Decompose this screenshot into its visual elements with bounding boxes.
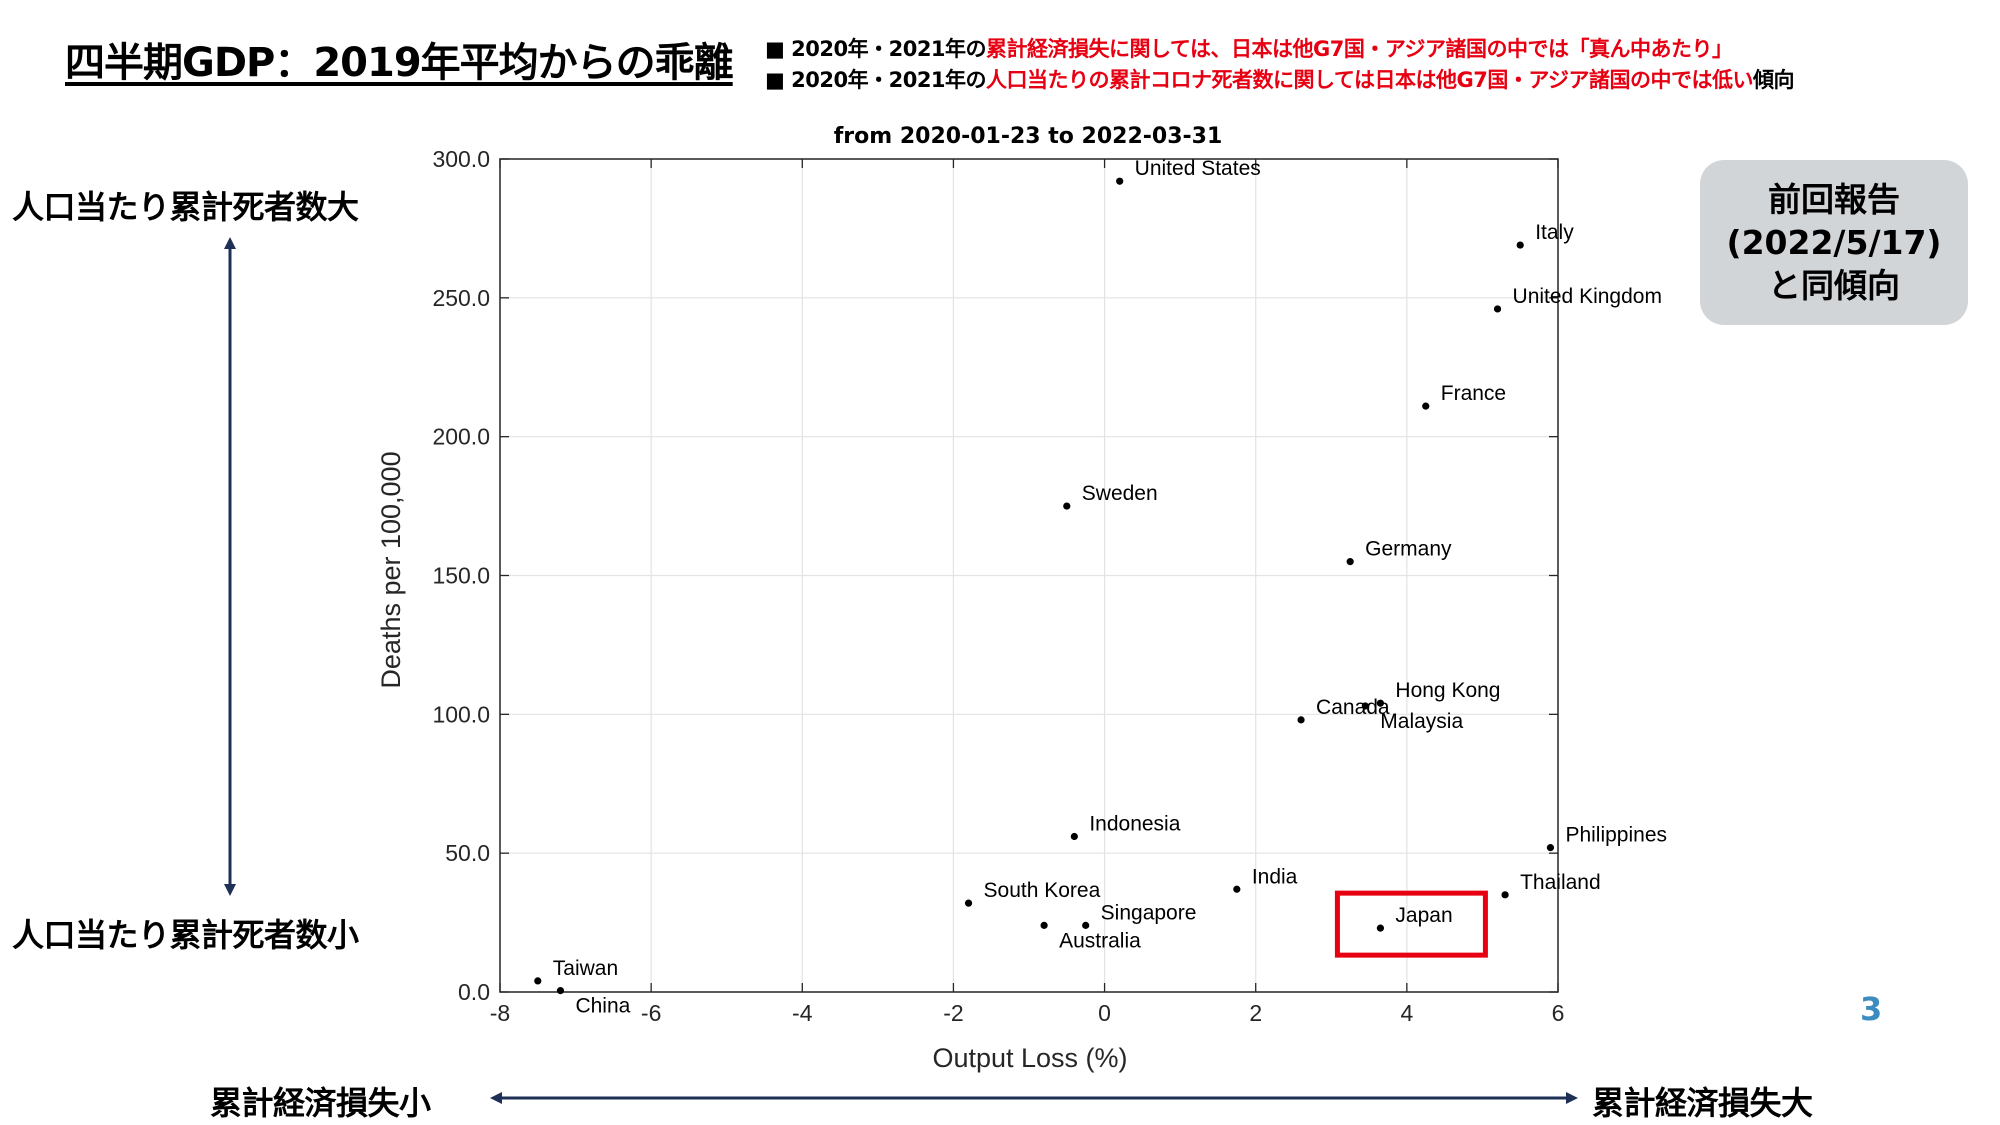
y-tick-label: 0.0 — [458, 979, 490, 1005]
plot-area: -8 -6 -4 -2 0 2 4 6 0.0 50.0 100.0 150.0 200.0 250.0 3… — [432, 146, 1667, 1026]
point-india — [1233, 885, 1241, 893]
point-label-south-korea: South Korea — [984, 879, 1101, 902]
bullet-list: ■ 2020年・2021年の累計経済損失に関しては、日本は他G7国・アジア諸国の… — [765, 34, 1795, 96]
point-label-malaysia: Malaysia — [1380, 710, 1463, 733]
y-tick-label: 250.0 — [432, 285, 490, 311]
point-taiwan — [534, 977, 542, 985]
bullet-suffix: 傾向 — [1753, 68, 1795, 92]
bullet-item-1: ■ 2020年・2021年の累計経済損失に関しては、日本は他G7国・アジア諸国の… — [765, 34, 1794, 65]
point-label-japan: Japan — [1395, 904, 1452, 927]
point-germany — [1346, 558, 1354, 566]
point-label-taiwan: Taiwan — [553, 957, 618, 980]
previous-report-box: 前回報告 (2022/5/17) と同傾向 — [1700, 160, 1968, 325]
point-japan — [1376, 924, 1385, 932]
x-tick-label: 2 — [1249, 1000, 1262, 1026]
x-tick-label: 6 — [1552, 1000, 1565, 1026]
point-united-kingdom — [1493, 305, 1502, 313]
x-tick-label: -2 — [943, 1000, 963, 1026]
y-side-label-top: 人口当たり累計死者数大 — [12, 188, 359, 226]
x-axis-label: Output Loss (%) — [932, 1043, 1127, 1073]
point-label-indonesia: Indonesia — [1089, 813, 1180, 836]
point-malaysia — [1361, 702, 1369, 710]
report-line-2: (2022/5/17) — [1726, 223, 1942, 262]
y-axis-label: Deaths per 100,000 — [376, 451, 406, 688]
point-label-philippines: Philippines — [1565, 824, 1667, 847]
bullet-item-2: ■ 2020年・2021年の人口当たりの累計コロナ死者数に関しては日本は他G7国… — [765, 65, 1795, 96]
chart-title: from 2020-01-23 to 2022-03-31 — [833, 124, 1223, 149]
x-side-label-right: 累計経済損失大 — [1592, 1084, 1813, 1122]
bullet-highlight: 人口当たりの累計コロナ死者数に関しては日本は他G7国・アジア諸国の中では低い — [986, 68, 1754, 92]
x-tick-label: 4 — [1400, 1000, 1413, 1026]
point-italy — [1516, 241, 1524, 249]
highlight-box-japan — [1334, 890, 1488, 958]
point-label-united-kingdom: United Kingdom — [1513, 285, 1662, 308]
point-label-hong-kong: Hong Kong — [1395, 679, 1500, 702]
point-australia — [1040, 921, 1048, 929]
point-france — [1422, 402, 1430, 410]
point-sweden — [1063, 502, 1071, 510]
x-tick-label: 0 — [1098, 1000, 1111, 1026]
y-tick-label: 50.0 — [445, 840, 490, 866]
x-tick-label: -4 — [792, 1000, 813, 1026]
point-united-states — [1116, 177, 1124, 185]
point-label-canada: Canada — [1316, 696, 1390, 719]
point-label-sweden: Sweden — [1082, 482, 1158, 505]
point-singapore — [1082, 921, 1090, 929]
point-hong-kong — [1376, 699, 1385, 707]
report-line-3: と同傾向 — [1768, 266, 1900, 305]
page-number: 3 — [1860, 990, 1883, 1028]
point-indonesia — [1070, 832, 1078, 841]
point-label-thailand: Thailand — [1520, 871, 1601, 894]
slide-title: 四半期GDP：2019年平均からの乖離 — [65, 40, 734, 86]
point-label-australia: Australia — [1059, 929, 1141, 952]
bullet-prefix: ■ 2020年・2021年の — [765, 68, 987, 92]
y-side-label-bottom: 人口当たり累計死者数小 — [12, 916, 359, 954]
point-label-india: India — [1252, 865, 1298, 888]
x-side-label-left: 累計経済損失小 — [210, 1084, 431, 1122]
point-thailand — [1501, 891, 1509, 899]
y-tick-label: 200.0 — [432, 424, 490, 450]
point-label-singapore: Singapore — [1101, 901, 1197, 924]
y-tick-label: 100.0 — [432, 701, 490, 727]
point-label-germany: Germany — [1365, 538, 1452, 561]
bullet-prefix: ■ 2020年・2021年の — [765, 37, 987, 61]
bullet-highlight: 累計経済損失に関しては、日本は他G7国・アジア諸国の中では「真ん中あたり」 — [986, 37, 1733, 61]
report-line-1: 前回報告 — [1768, 180, 1900, 219]
x-tick-label: -6 — [641, 1000, 661, 1026]
point-label-china: China — [575, 995, 630, 1018]
point-label-united-states: United States — [1135, 157, 1261, 180]
point-canada — [1297, 716, 1305, 724]
point-philippines — [1546, 844, 1555, 852]
point-label-italy: Italy — [1535, 221, 1574, 244]
y-tick-label: 300.0 — [432, 146, 490, 172]
point-china — [556, 987, 565, 995]
point-south-korea — [964, 899, 973, 907]
x-tick-label: -8 — [490, 1000, 510, 1026]
point-label-france: France — [1441, 382, 1506, 405]
y-tick-label: 150.0 — [432, 563, 490, 589]
